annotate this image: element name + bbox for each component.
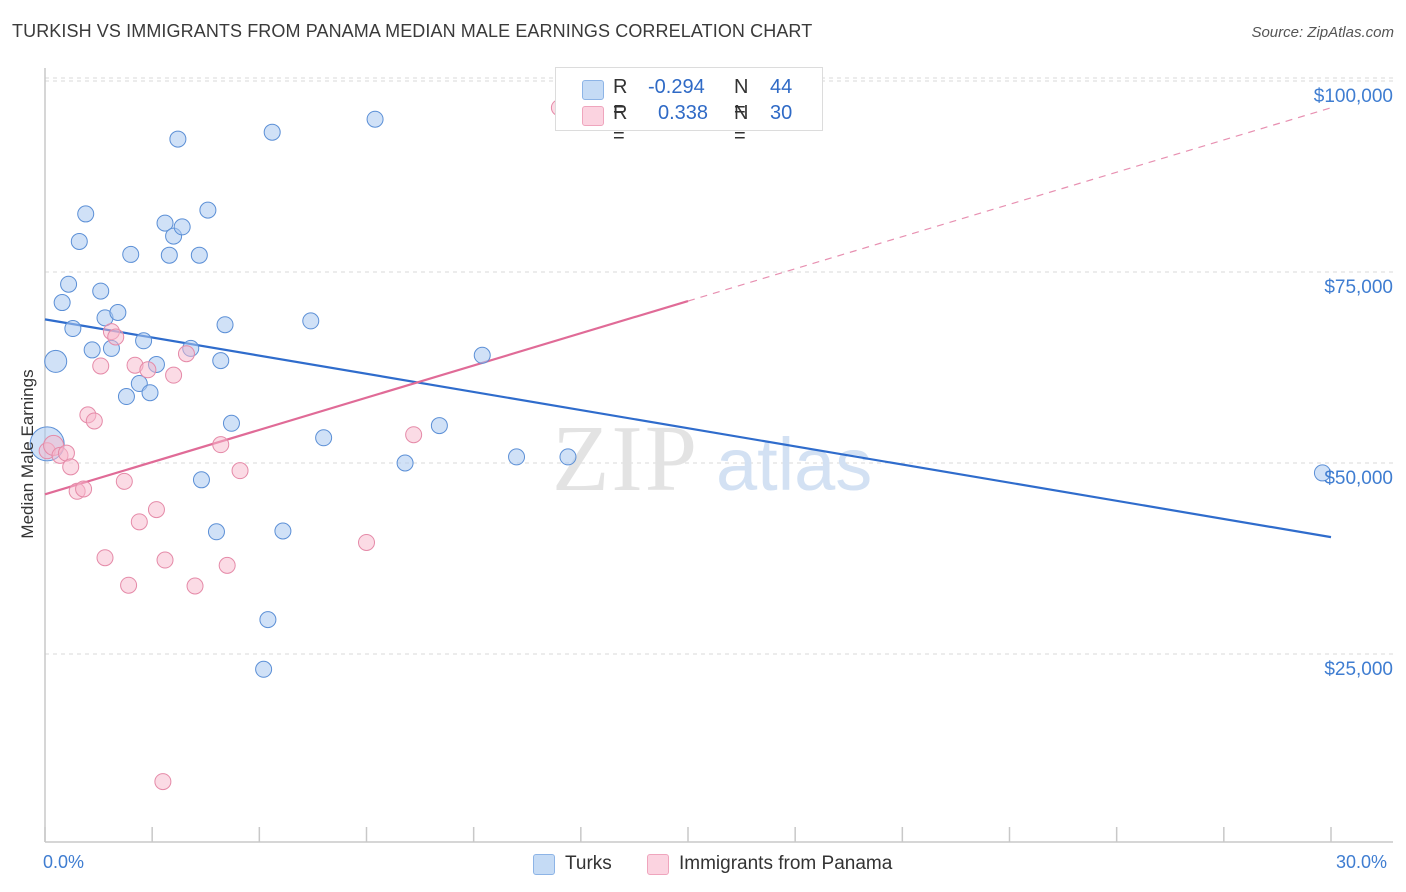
data-point-panama: [231, 462, 249, 480]
y-tick-label: $50,000: [1324, 468, 1393, 489]
trend-lines: [44, 107, 1332, 539]
data-point-panama: [358, 533, 375, 551]
data-point-turks: [366, 110, 384, 128]
data-point-turks: [259, 611, 277, 629]
trend-line-panama-extension: [687, 107, 1332, 302]
y-tick-label: $25,000: [1324, 659, 1393, 680]
data-point-turks: [302, 312, 320, 330]
data-point-panama: [130, 513, 148, 531]
series-legend: Turks Immigrants from Panama: [0, 851, 1406, 879]
data-point-turks: [255, 660, 273, 678]
legend-n-value: 44: [770, 76, 793, 98]
data-point-turks: [430, 417, 448, 435]
data-point-turks: [92, 282, 110, 300]
data-point-panama: [405, 426, 423, 444]
data-point-turks: [173, 218, 191, 236]
watermark: ZIP atlas: [552, 407, 872, 511]
data-point-turks: [122, 245, 140, 263]
data-point-turks: [160, 246, 178, 264]
y-axis-label: Median Male Earnings: [18, 369, 37, 539]
legend-r-label: R =: [613, 102, 628, 147]
data-point-turks: [212, 352, 230, 370]
data-point-panama: [107, 328, 125, 346]
data-point-turks: [156, 214, 174, 232]
data-point-panama: [186, 577, 204, 595]
correlation-legend: R = -0.294 N = 44 R = 0.338 N = 30: [555, 67, 823, 147]
data-point-panama: [75, 480, 93, 498]
y-tick-label: $75,000: [1324, 277, 1393, 298]
legend-n-label: N =: [734, 76, 749, 121]
data-point-turks: [53, 294, 71, 312]
data-point-panama: [120, 576, 138, 594]
data-point-turks: [77, 205, 95, 223]
data-point-turks: [44, 349, 68, 373]
data-point-turks: [70, 232, 88, 250]
data-point-turks: [207, 523, 225, 541]
data-point-panama: [154, 773, 172, 791]
y-tick-label: $100,000: [1313, 86, 1393, 107]
data-point-panama: [165, 366, 183, 384]
watermark-atlas: atlas: [716, 423, 872, 506]
data-point-turks: [222, 414, 240, 432]
data-point-turks: [192, 471, 210, 489]
data-point-turks: [508, 448, 526, 466]
data-point-panama: [92, 357, 110, 375]
trend-line-panama: [44, 299, 689, 496]
data-point-turks: [190, 246, 208, 264]
data-point-panama: [218, 556, 236, 574]
data-point-turks: [199, 201, 217, 219]
legend-swatch-panama: [582, 106, 604, 126]
legend-r-label: R =: [613, 76, 628, 121]
legend-swatch-panama: [647, 854, 669, 875]
source-credit: Source: ZipAtlas.com: [1251, 24, 1394, 41]
data-point-turks: [135, 332, 153, 350]
data-point-panama: [115, 472, 133, 490]
data-point-turks: [169, 130, 187, 148]
legend-label-panama: Immigrants from Panama: [679, 853, 893, 874]
legend-n-label: N =: [734, 102, 749, 147]
data-point-panama: [156, 551, 174, 569]
data-point-turks: [263, 123, 281, 141]
data-point-turks: [396, 454, 414, 472]
data-point-turks: [109, 303, 127, 321]
chart-title: TURKISH VS IMMIGRANTS FROM PANAMA MEDIAN…: [12, 21, 813, 41]
x-tick-label-min: 0.0%: [43, 852, 85, 872]
legend-swatch-turks: [533, 854, 555, 875]
data-point-panama: [147, 501, 165, 519]
data-point-turks: [1313, 464, 1331, 482]
data-point-turks: [473, 346, 491, 364]
data-point-turks: [216, 316, 234, 334]
data-point-turks: [141, 384, 159, 402]
data-point-panama: [96, 549, 114, 567]
x-tick-label-max: 30.0%: [1336, 852, 1388, 872]
data-point-turks: [117, 388, 135, 406]
legend-n-value: 30: [770, 102, 793, 124]
legend-r-value: 0.338: [658, 102, 709, 124]
data-point-panama: [85, 412, 103, 430]
data-point-turks: [315, 429, 333, 447]
gridlines: [45, 77, 1393, 655]
legend-label-turks: Turks: [565, 853, 612, 874]
legend-swatch-turks: [582, 80, 604, 100]
data-point-turks: [60, 275, 78, 293]
data-point-panama: [62, 458, 80, 476]
data-point-panama: [177, 345, 195, 363]
data-point-panama: [139, 361, 157, 379]
legend-r-value: -0.294: [648, 76, 705, 98]
data-point-turks: [274, 522, 292, 540]
data-point-turks: [559, 448, 577, 466]
trend-line-turks: [44, 318, 1332, 539]
data-point-turks: [83, 341, 101, 359]
data-point-panama: [212, 436, 230, 454]
data-point-turks: [64, 320, 82, 338]
